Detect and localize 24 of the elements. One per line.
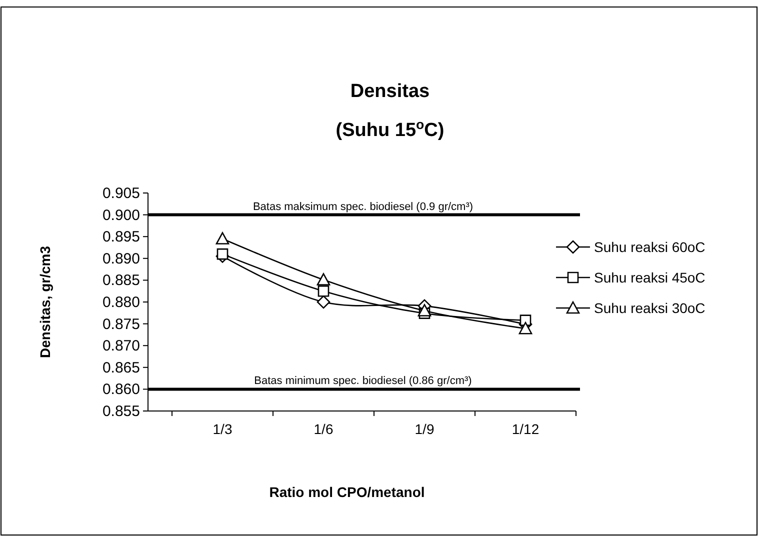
y-tick-label: 0.900	[102, 206, 140, 224]
y-tick-label: 0.865	[102, 359, 140, 376]
y-tick-label: 0.870	[102, 338, 140, 355]
legend-label: Suhu reaksi 30oC	[594, 300, 706, 316]
y-tick-label: 0.890	[102, 250, 140, 268]
legend-label: Suhu reaksi 45oC	[594, 270, 706, 286]
y-tick-label: 0.880	[102, 294, 140, 311]
x-tick-label: 1/3	[212, 421, 232, 437]
legend-label: Suhu reaksi 60oC	[594, 239, 706, 255]
ref-line-label: Batas minimum spec. biodiesel (0.86 gr/cm³)	[254, 375, 472, 388]
y-tick-label: 0.885	[102, 272, 140, 290]
x-tick-label: 1/12	[512, 421, 540, 437]
y-tick-label: 0.860	[102, 381, 140, 398]
y-tick-label: 0.855	[102, 403, 140, 420]
x-axis-title: Ratio mol CPO/metanol	[269, 484, 425, 500]
y-tick-label: 0.895	[102, 228, 140, 246]
x-tick-label: 1/9	[414, 421, 434, 437]
x-tick-label: 1/6	[314, 421, 334, 437]
y-tick-label: 0.875	[102, 316, 140, 333]
ref-line-label: Batas maksimum spec. biodiesel (0.9 gr/cm³)	[252, 200, 474, 213]
chart-title: Densitas	[350, 81, 430, 102]
y-axis-title: Densitas, gr/cm3	[37, 246, 53, 358]
y-tick-label: 0.905	[102, 185, 140, 202]
chart-subtitle: (Suhu 15$^{o}$C)	[336, 116, 444, 141]
